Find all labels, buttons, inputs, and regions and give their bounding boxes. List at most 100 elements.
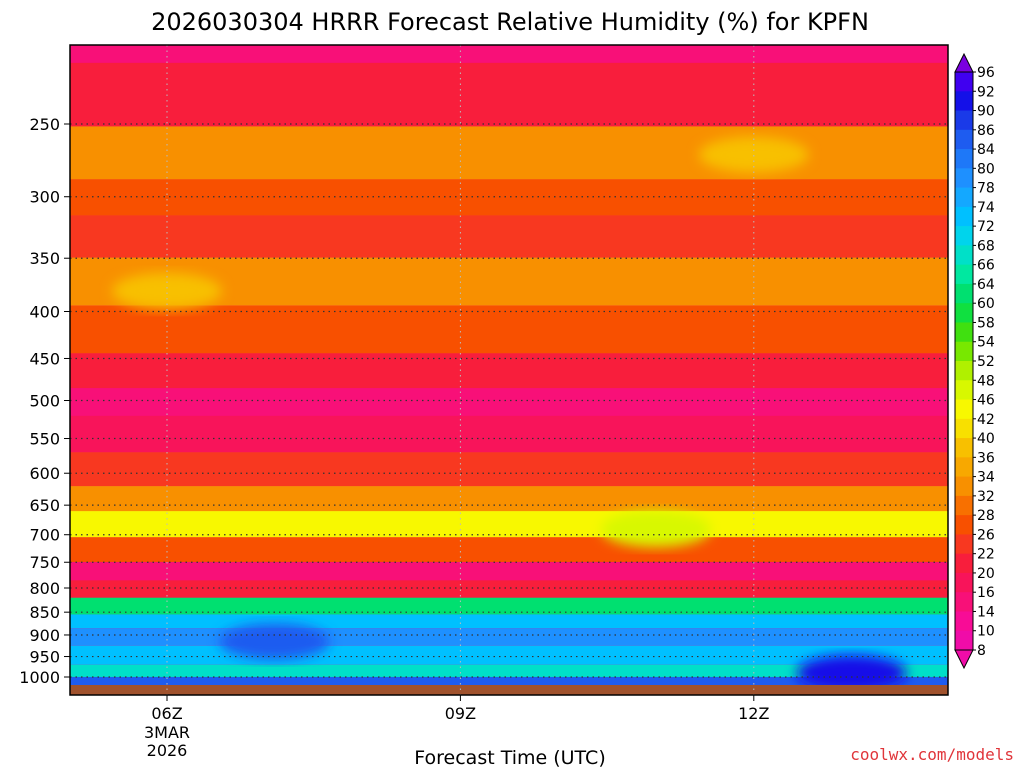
colorbar-swatch	[955, 129, 973, 150]
x-axis: 06Z09Z12Z15Z18Z21Z3MAR2026	[144, 695, 769, 760]
ground-strip	[70, 685, 948, 695]
colorbar-max-arrow	[954, 52, 974, 73]
rh-feature-7	[112, 273, 222, 310]
colorbar-swatch	[955, 322, 973, 343]
colorbar-swatch	[955, 457, 973, 478]
y-tick-label: 750	[29, 553, 60, 572]
x-tick-label: 06Z	[151, 704, 182, 723]
colorbar-label: 16	[977, 585, 995, 601]
y-tick-label: 900	[29, 626, 60, 645]
rh-feature-4	[219, 623, 330, 660]
colorbar-swatch	[955, 495, 973, 516]
y-tick-label: 950	[29, 648, 60, 667]
colorbar-swatch	[955, 592, 973, 612]
colorbar-label: 90	[977, 104, 995, 120]
colorbar-swatch	[955, 515, 973, 535]
rh-band-200	[70, 45, 948, 63]
colorbar-swatch	[955, 283, 973, 304]
colorbar-label: 52	[977, 354, 995, 370]
colorbar-label: 64	[977, 277, 995, 293]
colorbar-label: 74	[977, 200, 995, 216]
colorbar-label: 72	[977, 219, 995, 235]
colorbar-label: 78	[977, 181, 995, 197]
colorbar-swatch	[955, 226, 973, 246]
rh-band-800	[70, 580, 948, 598]
colorbar-swatch	[955, 206, 973, 227]
grid-lines	[70, 45, 948, 695]
colorbar-label: 84	[977, 142, 995, 158]
colorbar-label: 54	[977, 335, 995, 351]
rh-band-300	[70, 179, 948, 216]
colorbar-label: 42	[977, 412, 995, 428]
colorbar-label: 8	[977, 643, 986, 659]
rh-feature-8	[601, 510, 711, 547]
colorbar-swatch	[955, 611, 973, 632]
rh-band-500	[70, 388, 948, 416]
rh-feature-3	[698, 136, 809, 173]
colorbar-swatch	[955, 168, 973, 189]
colorbar-swatch	[955, 341, 973, 362]
x-tick-label: 09Z	[445, 704, 476, 723]
colorbar-label: 60	[977, 296, 995, 312]
x-axis-label: Forecast Time (UTC)	[414, 747, 605, 768]
colorbar-swatch	[955, 264, 973, 285]
colorbar: 96 92 90 86 84 80 78 74 72 68 66 64 60 58 54 52 48 46 42 40…	[954, 52, 995, 670]
colorbar-label: 22	[977, 547, 995, 563]
colorbar-label: 58	[977, 315, 995, 331]
rh-band-680	[70, 511, 948, 538]
colorbar-swatch	[955, 418, 973, 439]
y-tick-label: 600	[29, 464, 60, 483]
y-tick-label: 450	[29, 349, 60, 368]
y-tick-label: 300	[29, 188, 60, 207]
rh-band-990	[70, 664, 948, 677]
colorbar-label: 80	[977, 161, 995, 177]
y-tick-label: 500	[29, 392, 60, 411]
rh-band-730	[70, 537, 948, 563]
plot-area	[70, 45, 948, 695]
colorbar-min-arrow	[954, 649, 974, 670]
plot-frame	[69, 44, 949, 696]
colorbar-label: 36	[977, 450, 995, 466]
colorbar-label: 68	[977, 238, 995, 254]
colorbar-label: 86	[977, 123, 995, 139]
colorbar-swatch	[955, 187, 973, 208]
colorbar-swatch	[955, 438, 973, 458]
chart-title: 2026030304 HRRR Forecast Relative Humidi…	[151, 8, 869, 36]
rh-band-330	[70, 215, 948, 258]
y-tick-label: 250	[29, 115, 60, 134]
colorbar-label: 48	[977, 373, 995, 389]
colorbar-swatch	[955, 245, 973, 266]
colorbar-label: 40	[977, 431, 995, 447]
rh-band-470	[70, 353, 948, 389]
colorbar-label: 28	[977, 508, 995, 524]
rh-band-870	[70, 614, 948, 629]
y-axis: 250 300 350 400 450 500 550 600 650 700 750 800 850 9…	[19, 115, 70, 687]
colorbar-swatch	[955, 380, 973, 401]
colorbar-label: 96	[977, 65, 995, 81]
colorbar-label: 26	[977, 527, 995, 543]
rh-band-420	[70, 305, 948, 354]
y-tick-label: 350	[29, 249, 60, 268]
x-tick-label: 12Z	[738, 704, 769, 723]
colorbar-swatch	[955, 572, 973, 593]
colorbar-swatch	[955, 534, 973, 555]
colorbar-swatch	[955, 110, 973, 131]
y-tick-label: 1000	[19, 668, 60, 687]
colorbar-label: 92	[977, 84, 995, 100]
watermark: coolwx.com/models	[850, 745, 1014, 764]
colorbar-label: 66	[977, 258, 995, 274]
colorbar-swatch	[955, 91, 973, 112]
y-tick-label: 700	[29, 526, 60, 545]
colorbar-swatch	[955, 630, 973, 651]
y-tick-label: 550	[29, 430, 60, 449]
y-tick-label: 650	[29, 496, 60, 515]
colorbar-label: 32	[977, 489, 995, 505]
rh-band-900	[70, 628, 948, 646]
colorbar-swatch	[955, 553, 973, 574]
colorbar-label: 10	[977, 624, 995, 640]
colorbar-swatch	[955, 399, 973, 420]
colorbar-swatch	[955, 72, 973, 92]
colorbar-swatch	[955, 149, 973, 169]
colorbar-label: 14	[977, 604, 995, 620]
y-tick-label: 400	[29, 302, 60, 321]
